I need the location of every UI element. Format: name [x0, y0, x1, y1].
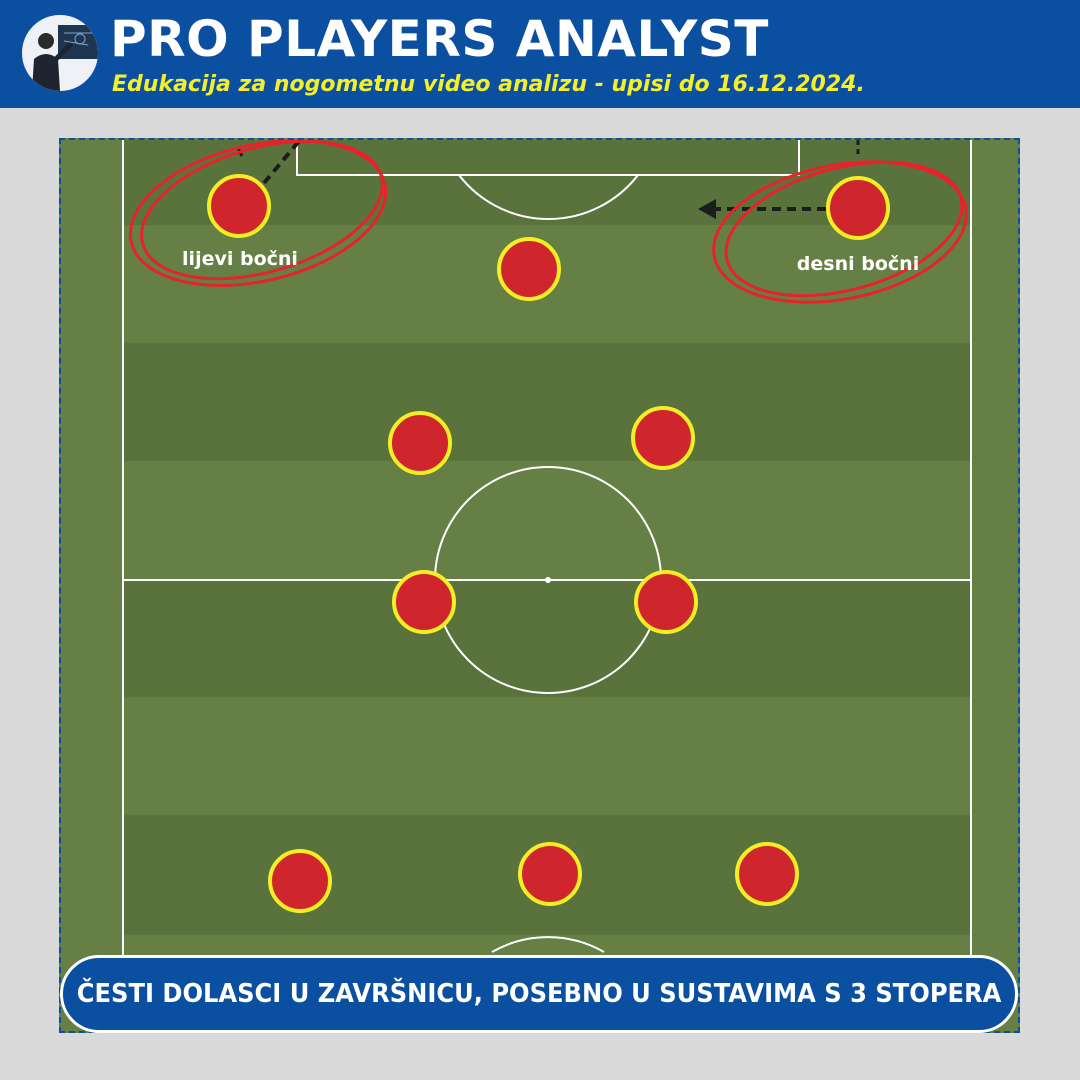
player-left-back [207, 174, 271, 238]
left-back-label: lijevi bočni [182, 248, 298, 270]
player-right-center-back [735, 842, 799, 906]
players-layer [207, 174, 890, 913]
player-left-center-back [268, 849, 332, 913]
player-right-central-midfielder [634, 570, 698, 634]
player-left-midfielder [388, 411, 452, 475]
highlight-ellipse-left [128, 140, 388, 287]
highlight-ellipse-left [140, 140, 384, 281]
header-banner: PRO PLAYERS ANALYST Edukacija za nogomet… [0, 0, 1080, 108]
caption-banner: ČESTI DOLASCI U ZAVRŠNICU, POSEBNO U SUS… [60, 955, 1018, 1033]
pitch-stripe [123, 461, 971, 579]
center-spot [545, 577, 551, 583]
caption-text: ČESTI DOLASCI U ZAVRŠNICU, POSEBNO U SUS… [76, 979, 1002, 1009]
player-middle-center-back [518, 842, 582, 906]
highlight-ellipse-right [712, 160, 968, 304]
highlight-ellipse-right [724, 160, 964, 298]
left-back-run-arrow [262, 140, 302, 185]
pitch-stripe [123, 579, 971, 697]
penalty-box [296, 140, 800, 176]
penalty-arc [458, 174, 639, 221]
player-right-back [826, 176, 890, 240]
player-left-central-midfielder [392, 570, 456, 634]
pitch-stripe [123, 343, 971, 461]
pitch-frame: lijevi bočni desni bočni [59, 138, 1020, 1033]
pitch-stripe [123, 697, 971, 815]
tactical-pitch: lijevi bočni desni bočni [61, 140, 1018, 1031]
brand-subtitle: Edukacija za nogometnu video analizu - u… [112, 72, 865, 97]
right-back-label: desni bočni [797, 253, 919, 275]
arrow-head-icon [698, 199, 716, 219]
brand-title: PRO PLAYERS ANALYST [110, 10, 769, 68]
player-forward [497, 237, 561, 301]
presenter-at-board-icon [22, 15, 98, 91]
bottom-arc [491, 936, 605, 953]
player-right-midfielder [631, 406, 695, 470]
